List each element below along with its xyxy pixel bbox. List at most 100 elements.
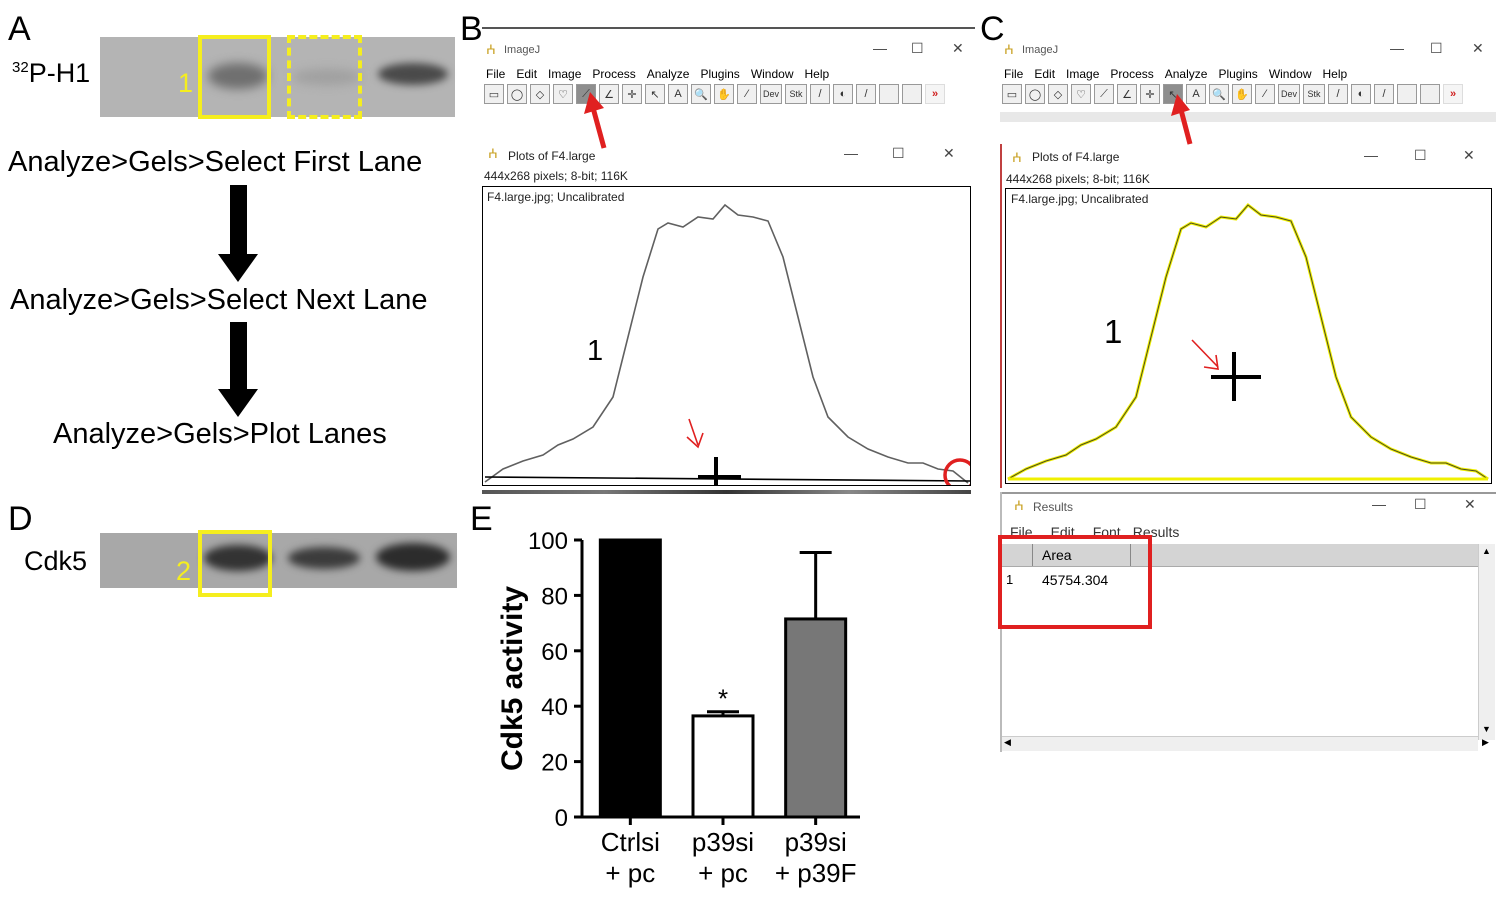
blot-label-cdk5: Cdk5 [24, 546, 88, 576]
flood-icon[interactable]: ◐ [833, 84, 853, 104]
imagej-main-window: ⵄ ImageJ — ☐ ✕ File Edit Image Process Analy… [482, 38, 975, 114]
menu-window[interactable]: Window [1268, 67, 1312, 81]
text-icon[interactable]: A [668, 84, 688, 104]
hand-icon[interactable]: ✋ [1232, 84, 1252, 104]
y-tick-label: 60 [541, 639, 568, 666]
brush-icon[interactable]: / [1328, 84, 1348, 104]
maximize-button[interactable]: ☐ [1430, 40, 1443, 56]
magnifier-icon[interactable]: 🔍 [691, 84, 711, 104]
plot-canvas[interactable]: F4.large.jpg; Uncalibrated 1 [482, 186, 971, 486]
dev-icon[interactable]: Dev [1278, 84, 1300, 104]
minimize-button[interactable]: — [1372, 496, 1386, 512]
dev-icon[interactable]: Dev [760, 84, 782, 104]
flood-icon[interactable]: ◐ [1351, 84, 1371, 104]
hand-icon[interactable]: ✋ [714, 84, 734, 104]
maximize-button[interactable]: ☐ [1414, 147, 1427, 163]
y-tick-label: 20 [541, 750, 568, 777]
column-header-area[interactable]: Area [1042, 547, 1072, 563]
minimize-button[interactable]: — [1364, 147, 1378, 163]
point-icon[interactable]: ✛ [1140, 84, 1160, 104]
menu-process[interactable]: Process [592, 67, 636, 81]
lane-number-label: 1 [178, 68, 194, 98]
step-plot-lanes: Analyze>Gels>Plot Lanes [53, 418, 387, 450]
blank-icon[interactable] [902, 84, 922, 104]
pencil-icon[interactable]: / [856, 84, 876, 104]
menu-plugins[interactable]: Plugins [700, 67, 740, 81]
close-button[interactable]: ✕ [943, 145, 955, 161]
menu-file[interactable]: File [486, 67, 506, 81]
menu-process[interactable]: Process [1110, 67, 1154, 81]
freehand-icon[interactable]: ♡ [1071, 84, 1091, 104]
flow-arrow-shaft [230, 322, 247, 390]
menu-file[interactable]: File [1004, 67, 1024, 81]
scroll-left-icon[interactable]: ◀ [1004, 737, 1011, 747]
column-divider [1032, 544, 1033, 566]
image-info: 444x268 pixels; 8-bit; 116K [484, 169, 628, 183]
scroll-up-icon[interactable]: ▲ [1482, 546, 1491, 556]
maximize-button[interactable]: ☐ [911, 40, 924, 56]
close-button[interactable]: ✕ [1463, 147, 1475, 163]
more-icon[interactable]: » [925, 84, 945, 104]
menu-analyze[interactable]: Analyze [1164, 67, 1208, 81]
pencil-icon[interactable]: / [1374, 84, 1394, 104]
x-tick-label: Ctrlsi [601, 827, 660, 857]
plot-subtitle: F4.large.jpg; Uncalibrated [1011, 192, 1149, 206]
plot-canvas[interactable]: F4.large.jpg; Uncalibrated 1 [1005, 188, 1492, 484]
blank-icon[interactable] [1397, 84, 1417, 104]
red-circle-highlight [943, 458, 970, 485]
minimize-button[interactable]: — [844, 145, 858, 161]
menu-window[interactable]: Window [750, 67, 794, 81]
horizontal-scrollbar[interactable]: ◀ ▶ [1002, 736, 1489, 751]
wand-icon[interactable]: ↖ [645, 84, 665, 104]
point-icon[interactable]: ✛ [622, 84, 642, 104]
blank-icon[interactable] [879, 84, 899, 104]
oval-icon[interactable]: ◯ [1025, 84, 1045, 104]
menu-plugins[interactable]: Plugins [1218, 67, 1258, 81]
menu-help[interactable]: Help [804, 67, 830, 81]
angle-icon[interactable]: ∠ [599, 84, 619, 104]
angle-icon[interactable]: ∠ [1117, 84, 1137, 104]
close-button[interactable]: ✕ [1464, 496, 1476, 512]
rect-icon[interactable]: ▭ [484, 84, 504, 104]
lane-profile-curve [1007, 204, 1489, 480]
close-button[interactable]: ✕ [952, 40, 964, 56]
brush-icon[interactable]: / [810, 84, 830, 104]
minimize-button[interactable]: — [873, 40, 887, 56]
lane-selection-box [198, 530, 272, 597]
dropper-icon[interactable]: ⁄ [737, 84, 757, 104]
imagej-logo-icon: ⵄ [1012, 150, 1022, 165]
menu-edit[interactable]: Edit [516, 67, 538, 81]
polygon-icon[interactable]: ◇ [530, 84, 550, 104]
close-button[interactable]: ✕ [1472, 40, 1484, 56]
blank-icon[interactable] [1420, 84, 1440, 104]
menu-help[interactable]: Help [1322, 67, 1348, 81]
polygon-icon[interactable]: ◇ [1048, 84, 1068, 104]
menu-analyze[interactable]: Analyze [646, 67, 690, 81]
menu-image[interactable]: Image [548, 67, 582, 81]
line-icon[interactable]: ⟋ [1094, 84, 1114, 104]
menu-image[interactable]: Image [1066, 67, 1100, 81]
scroll-right-icon[interactable]: ▶ [1482, 737, 1489, 747]
rect-icon[interactable]: ▭ [1002, 84, 1022, 104]
y-tick-label: 80 [541, 583, 568, 610]
red-pointer-arrow-icon [1191, 339, 1219, 368]
magnifier-icon[interactable]: 🔍 [1209, 84, 1229, 104]
menu-edit[interactable]: Edit [1034, 67, 1056, 81]
stk-icon[interactable]: Stk [1303, 84, 1325, 104]
oval-icon[interactable]: ◯ [507, 84, 527, 104]
lane-profile-curve [484, 203, 969, 484]
x-tick-label: p39si [785, 827, 847, 857]
red-annotation-arrow-icon [584, 92, 607, 149]
scroll-down-icon[interactable]: ▼ [1482, 724, 1491, 734]
maximize-button[interactable]: ☐ [892, 145, 905, 161]
window-title: Results [1033, 500, 1074, 514]
dropper-icon[interactable]: ⁄ [1255, 84, 1275, 104]
minimize-button[interactable]: — [1390, 40, 1404, 56]
stk-icon[interactable]: Stk [785, 84, 807, 104]
freehand-icon[interactable]: ♡ [553, 84, 573, 104]
vertical-scrollbar[interactable]: ▲ ▼ [1478, 544, 1495, 740]
more-icon[interactable]: » [1443, 84, 1463, 104]
maximize-button[interactable]: ☐ [1414, 496, 1427, 512]
text-icon[interactable]: A [1186, 84, 1206, 104]
